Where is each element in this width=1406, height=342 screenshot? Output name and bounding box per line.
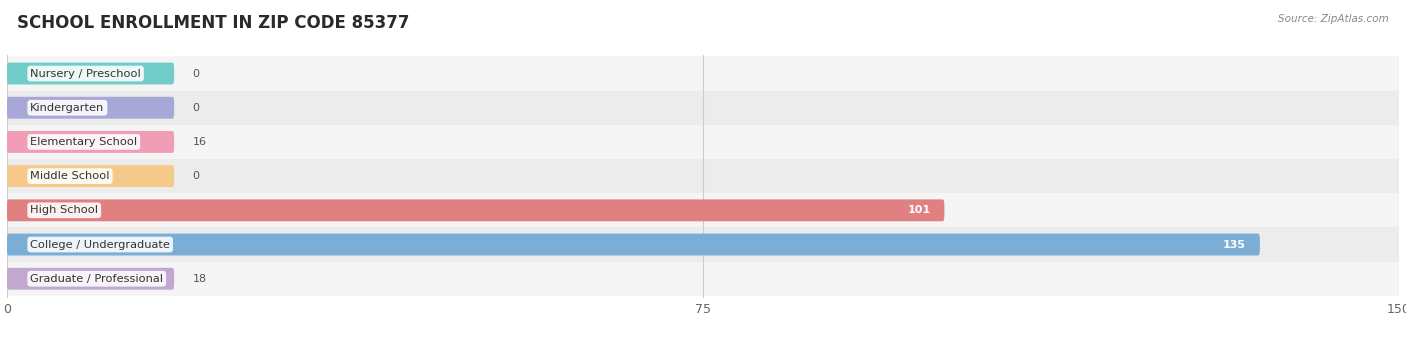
FancyBboxPatch shape bbox=[7, 97, 174, 119]
Text: 101: 101 bbox=[907, 205, 931, 215]
FancyBboxPatch shape bbox=[7, 199, 945, 221]
Bar bbox=[7, 159, 1399, 193]
Text: Nursery / Preschool: Nursery / Preschool bbox=[31, 68, 141, 79]
Text: Elementary School: Elementary School bbox=[31, 137, 138, 147]
Text: 0: 0 bbox=[193, 68, 200, 79]
Text: SCHOOL ENROLLMENT IN ZIP CODE 85377: SCHOOL ENROLLMENT IN ZIP CODE 85377 bbox=[17, 14, 409, 32]
Bar bbox=[7, 262, 1399, 296]
Text: 135: 135 bbox=[1223, 239, 1246, 250]
Text: 0: 0 bbox=[193, 171, 200, 181]
Text: Kindergarten: Kindergarten bbox=[31, 103, 104, 113]
Bar bbox=[7, 91, 1399, 125]
FancyBboxPatch shape bbox=[7, 131, 174, 153]
FancyBboxPatch shape bbox=[7, 63, 174, 84]
Text: Graduate / Professional: Graduate / Professional bbox=[31, 274, 163, 284]
Text: 18: 18 bbox=[193, 274, 207, 284]
Bar bbox=[7, 125, 1399, 159]
FancyBboxPatch shape bbox=[7, 165, 174, 187]
Text: Source: ZipAtlas.com: Source: ZipAtlas.com bbox=[1278, 14, 1389, 24]
FancyBboxPatch shape bbox=[7, 234, 1260, 255]
Text: Middle School: Middle School bbox=[31, 171, 110, 181]
Text: College / Undergraduate: College / Undergraduate bbox=[31, 239, 170, 250]
Text: High School: High School bbox=[31, 205, 98, 215]
Bar bbox=[7, 227, 1399, 262]
Bar bbox=[7, 193, 1399, 227]
FancyBboxPatch shape bbox=[7, 268, 174, 290]
Bar bbox=[7, 56, 1399, 91]
Text: 16: 16 bbox=[193, 137, 207, 147]
Text: 0: 0 bbox=[193, 103, 200, 113]
